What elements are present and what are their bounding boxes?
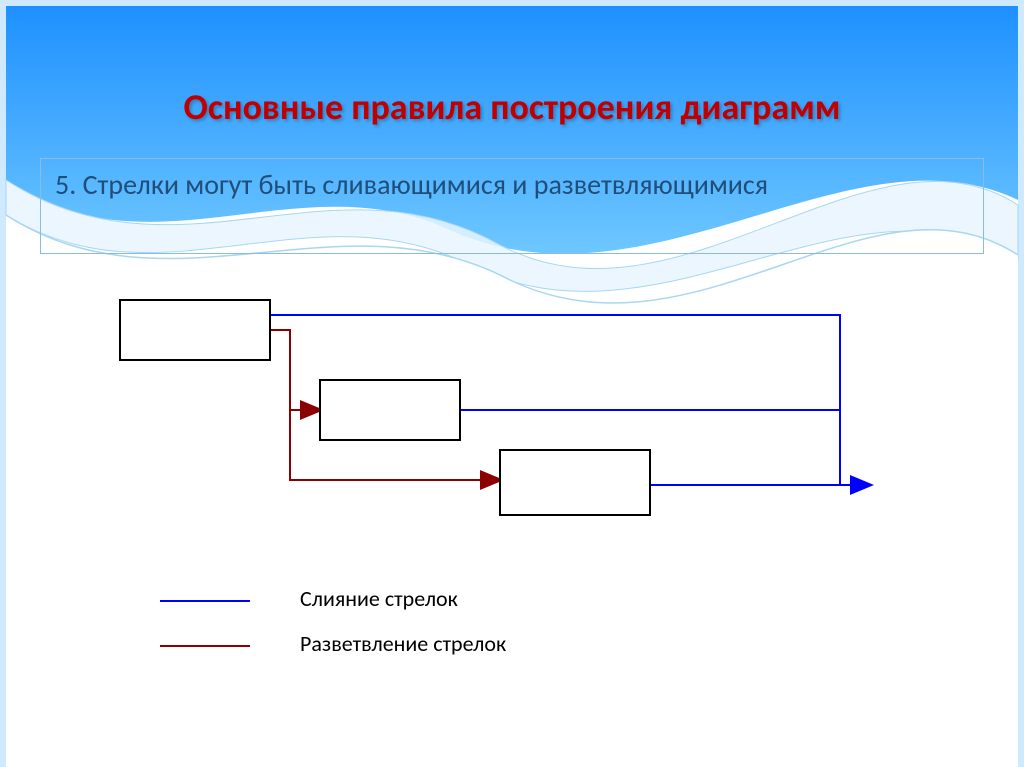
legend-row: Слияние стрелок	[160, 585, 458, 612]
legend-label: Слияние стрелок	[300, 585, 458, 612]
legend-swatch	[160, 600, 250, 602]
diagram-box	[320, 380, 460, 440]
legend-row: Разветвление стрелок	[160, 630, 506, 657]
legend-swatch	[160, 645, 250, 647]
legend-label: Разветвление стрелок	[300, 630, 506, 657]
diagram	[0, 0, 1024, 767]
slide: Основные правила построения диаграмм 5. …	[0, 0, 1024, 767]
diagram-box	[120, 300, 270, 360]
branch-line	[270, 330, 320, 410]
diagram-box	[500, 450, 650, 515]
